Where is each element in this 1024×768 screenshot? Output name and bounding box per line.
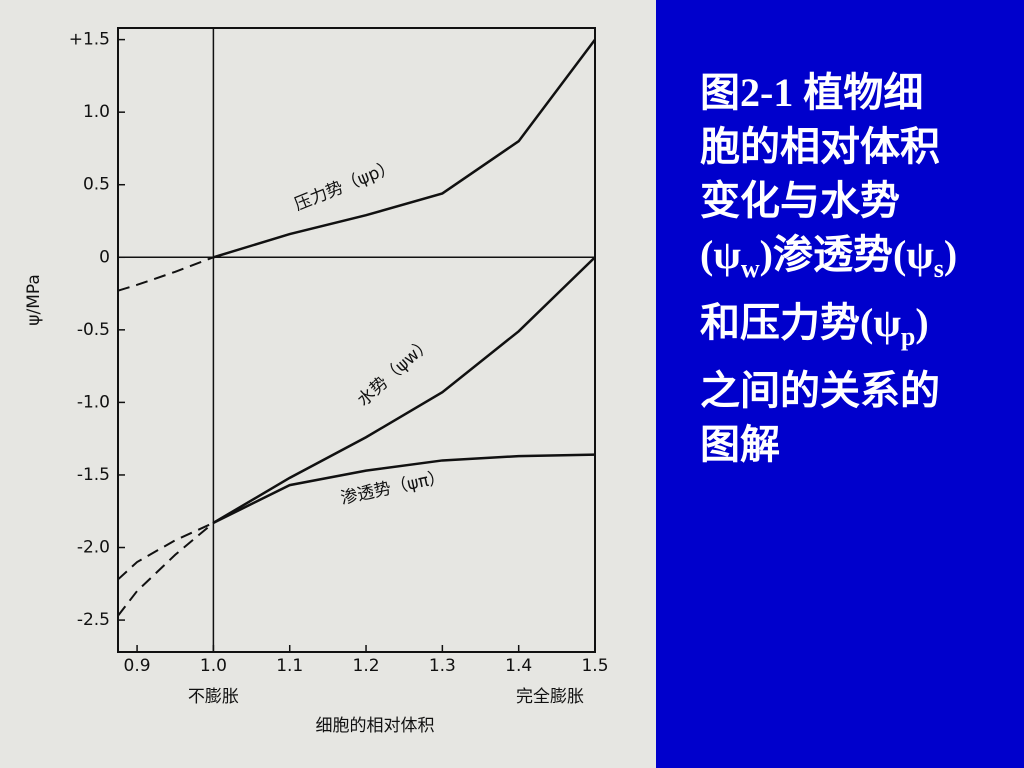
- y-tick-label: +1.5: [69, 30, 110, 50]
- caption-line: 和压力势(ψp): [700, 296, 1020, 364]
- x-axis-label: 细胞的相对体积: [316, 716, 435, 736]
- curve-label: 水势（ψw）: [354, 333, 437, 410]
- y-tick-label: -0.5: [77, 320, 110, 340]
- y-tick-label: 1.0: [83, 102, 110, 122]
- caption-text: 和压力势(ψ: [700, 300, 901, 345]
- caption-text: ): [943, 232, 958, 277]
- y-axis-label: ψ/MPa: [24, 274, 44, 326]
- caption-text: 之间的关系的: [700, 368, 940, 413]
- y-tick-label: -2.5: [77, 610, 110, 630]
- x-tick-label: 1.0: [200, 656, 227, 676]
- annotation: 不膨胀: [188, 687, 239, 707]
- series-line-dashed: [117, 256, 214, 292]
- curve-label: 压力势（ψp）: [292, 157, 399, 216]
- series-line-dashed: [117, 521, 214, 581]
- chart: 细胞的相对体积 ψ/MPa +1.5 1.0 0.5 0 -0.5 -1.0 -1.5 -2.…: [0, 0, 656, 768]
- y-tick-label: -1.5: [77, 465, 110, 485]
- caption-text: w: [740, 254, 760, 283]
- caption-text: 变化与水势: [700, 178, 900, 223]
- caption-text: ): [915, 300, 929, 345]
- caption-text: 图2-1 植物细: [700, 70, 924, 115]
- caption-line: 图2-1 植物细: [700, 66, 1020, 120]
- annotation: 完全膨胀: [516, 687, 584, 707]
- series-line: [212, 256, 596, 524]
- caption-line: 胞的相对体积: [700, 120, 1020, 174]
- x-tick-label: 1.4: [505, 656, 532, 676]
- caption: 图2-1 植物细 胞的相对体积 变化与水势 (ψw)渗透势(ψs) 和压力势(ψp) 之间…: [700, 66, 1020, 472]
- plot-frame: [117, 27, 596, 653]
- x-tick-label: 1.3: [429, 656, 456, 676]
- y-tick-label: 0: [99, 247, 110, 267]
- caption-line: 图解: [700, 418, 1020, 472]
- y-tick-label: -2.0: [77, 538, 110, 558]
- caption-text: p: [900, 322, 916, 351]
- caption-text: (ψ: [700, 232, 741, 277]
- series-line: [212, 453, 596, 524]
- series-line-dashed: [117, 522, 215, 617]
- caption-line: 之间的关系的: [700, 364, 1020, 418]
- x-tick-label: 1.1: [276, 656, 303, 676]
- x-tick-label: 0.9: [124, 656, 151, 676]
- caption-text: )渗透势(ψ: [759, 232, 934, 277]
- caption-text: 图解: [700, 422, 780, 467]
- caption-line: (ψw)渗透势(ψs): [700, 228, 1020, 296]
- x-tick-label: 1.5: [581, 656, 608, 676]
- caption-line: 变化与水势: [700, 174, 1020, 228]
- series-line: [213, 38, 596, 259]
- x-tick-label: 1.2: [353, 656, 380, 676]
- y-tick-label: 0.5: [83, 175, 110, 195]
- caption-text: s: [933, 254, 944, 283]
- caption-text: 胞的相对体积: [700, 124, 940, 169]
- y-tick-label: -1.0: [77, 392, 110, 412]
